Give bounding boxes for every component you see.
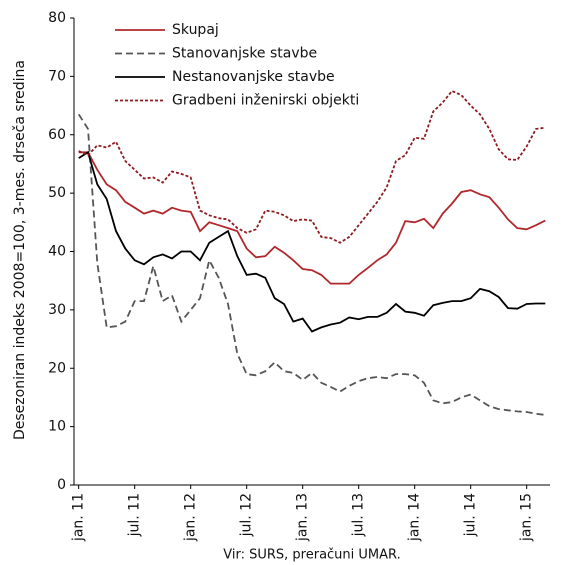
y-tick-label: 20 [48, 360, 66, 376]
y-tick-label: 80 [48, 10, 66, 26]
x-tick-label: jan. 11 [71, 493, 87, 542]
legend-label: Skupaj [172, 22, 219, 38]
series-line [77, 113, 546, 416]
x-tick-label: jul. 12 [239, 493, 255, 537]
y-tick-label: 30 [48, 302, 66, 318]
y-tick-label: 0 [57, 477, 66, 493]
y-tick-label: 40 [48, 244, 66, 260]
y-tick-label: 60 [48, 127, 66, 143]
series-line [78, 150, 546, 333]
x-tick-label: jul. 11 [127, 493, 143, 537]
y-tick-label: 10 [48, 419, 66, 435]
x-tick-label: jul. 14 [463, 493, 479, 537]
series-line [78, 151, 546, 285]
x-tick-label: jan. 14 [407, 493, 423, 542]
y-tick-label: 70 [48, 68, 66, 84]
legend-label: Stanovanjske stavbe [172, 46, 317, 62]
series-line [78, 89, 546, 244]
x-tick-label: jan. 15 [519, 493, 535, 542]
y-tick-label: 50 [48, 185, 66, 201]
x-tick-label: jan. 12 [183, 493, 199, 542]
source-note: Vir: SURS, preračuni UMAR. [223, 548, 400, 563]
legend-label: Nestanovanjske stavbe [172, 69, 335, 85]
x-tick-label: jul. 13 [351, 493, 367, 537]
y-axis-title: Desezoniran indeks 2008=100, 3-mes. drse… [12, 60, 28, 440]
x-tick-label: jan. 13 [295, 493, 311, 542]
legend-label: Gradbeni inženirski objekti [172, 93, 359, 109]
